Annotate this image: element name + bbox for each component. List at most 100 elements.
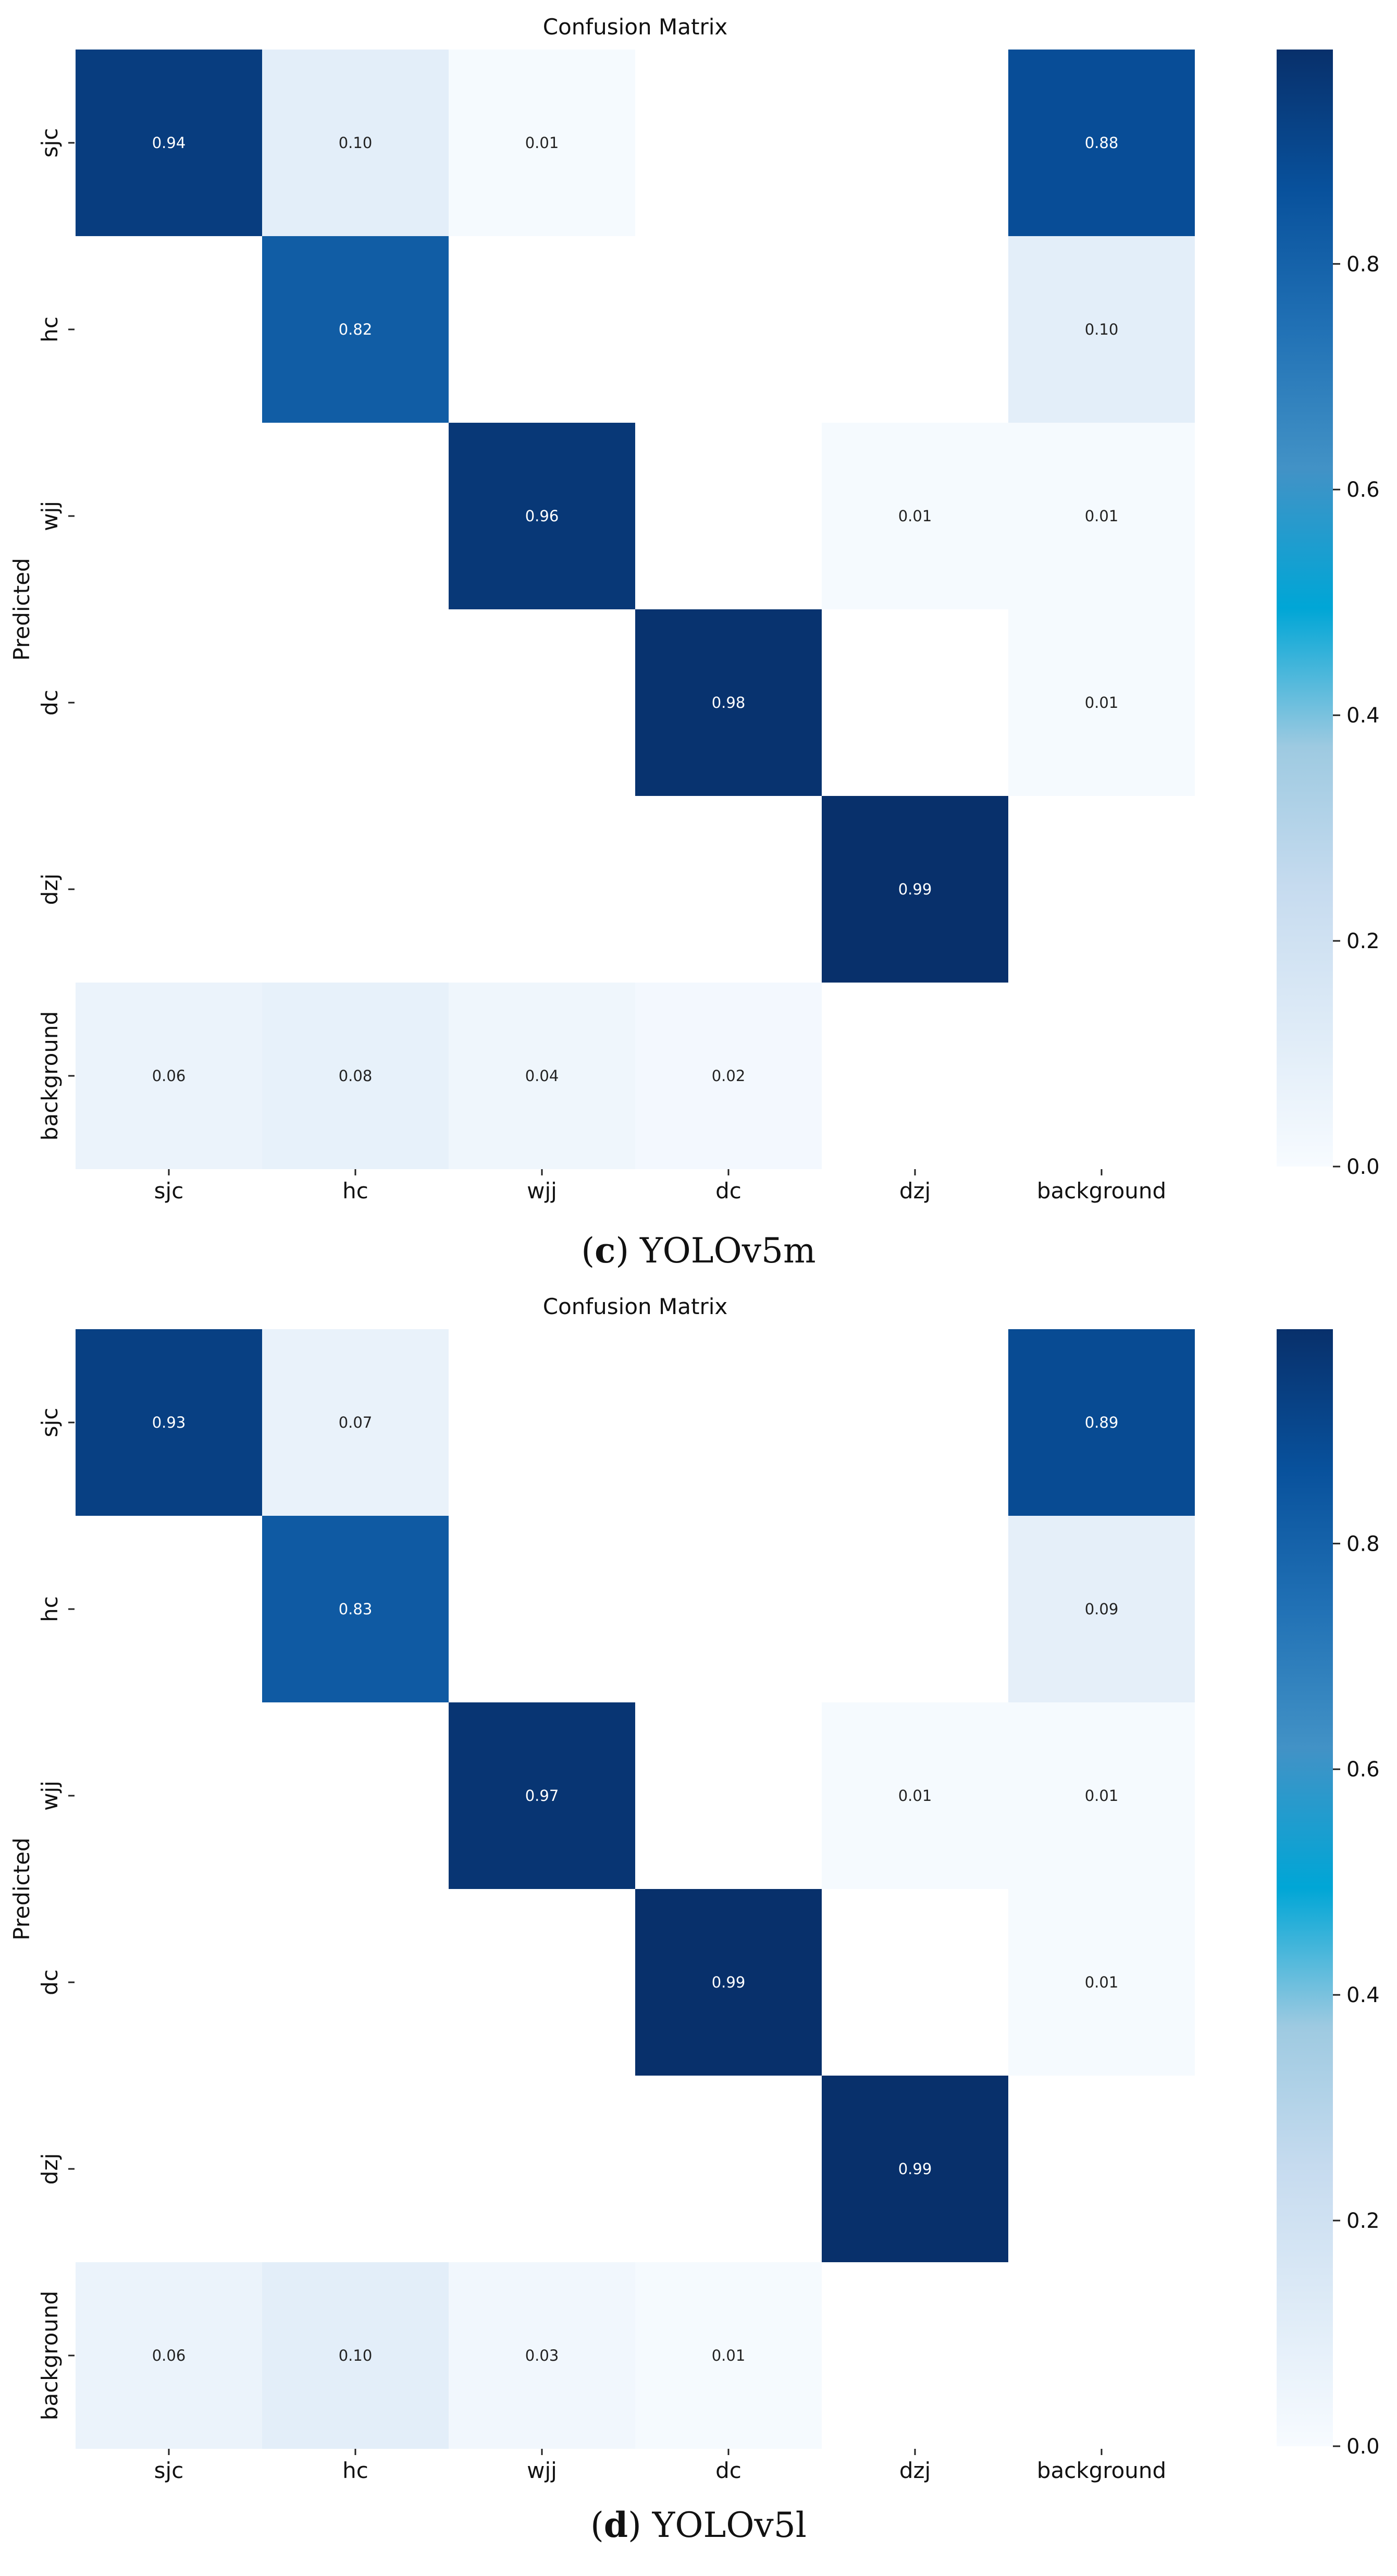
y-axis-label: Predicted	[9, 558, 34, 660]
heatmap-cell-background-wjj	[449, 2262, 635, 2449]
heatmap-cell-dc-dc	[635, 609, 822, 796]
heatmap-cell-dzj-dzj	[822, 796, 1008, 983]
heatmap-cell-sjc-sjc	[76, 50, 262, 236]
cell-value-label: 0.03	[525, 2347, 559, 2364]
cell-value-label: 0.88	[1085, 134, 1119, 152]
y-tick-label-dzj: dzj	[37, 2153, 63, 2185]
heatmap-cell-sjc-background	[1008, 50, 1195, 236]
chart-title: Confusion Matrix	[543, 14, 728, 40]
cell-value-label: 0.97	[525, 1787, 559, 1805]
cell-value-label: 0.98	[712, 694, 746, 712]
caption-text: YOLOv5m	[629, 1231, 816, 1271]
x-tick-label-background: background	[1037, 2458, 1166, 2483]
cell-value-label: 0.09	[1085, 1600, 1119, 1618]
heatmap-cell-hc-hc	[262, 1516, 449, 1702]
colorbar-tick-label: 0.8	[1346, 1532, 1380, 1556]
heatmap-cell-background-wjj	[449, 983, 635, 1169]
heatmap-cell-sjc-wjj	[449, 50, 635, 236]
heatmap-cell-background-dc	[635, 983, 822, 1169]
x-tick-label-hc: hc	[342, 2458, 368, 2483]
cell-value-label: 0.02	[712, 1067, 746, 1085]
x-tick-label-dc: dc	[715, 2458, 741, 2483]
figure-caption-d: (d) YOLOv5l	[590, 2505, 807, 2545]
cell-value-label: 0.01	[898, 507, 932, 525]
x-tick-label-sjc: sjc	[154, 1178, 184, 1204]
colorbar-tick-label: 0.4	[1346, 704, 1380, 728]
heatmap-cell-dc-background	[1008, 609, 1195, 796]
colorbar	[1277, 50, 1333, 1167]
colorbar-tick-label: 0.6	[1346, 1758, 1380, 1782]
heatmap-cell-background-sjc	[76, 2262, 262, 2449]
heatmap-cell-wjj-wjj	[449, 1702, 635, 1889]
cell-value-label: 0.01	[1085, 1787, 1119, 1805]
y-tick-label-dc: dc	[37, 690, 63, 716]
y-tick-label-dzj: dzj	[37, 874, 63, 905]
cell-value-label: 0.10	[1085, 321, 1119, 338]
cell-value-label: 0.07	[339, 1414, 373, 1431]
confusion-matrix-panel-c: Confusion Matrix 0.94 0.10 0.01 0.88 0.82 0.10…	[9, 14, 1380, 1271]
cell-value-label: 0.10	[339, 134, 373, 152]
heatmap-cell-background-hc	[262, 2262, 449, 2449]
cell-value-label: 0.99	[898, 880, 932, 898]
cell-value-label: 0.83	[339, 1600, 373, 1618]
x-tick-label-dc: dc	[715, 1178, 741, 1204]
colorbar-tick-label: 0.6	[1346, 478, 1380, 502]
cell-value-label: 0.01	[1085, 694, 1119, 712]
heatmap-cell-wjj-background	[1008, 423, 1195, 609]
cell-value-label: 0.08	[339, 1067, 373, 1085]
y-tick-label-wjj: wjj	[37, 1781, 63, 1811]
caption-text: YOLOv5l	[641, 2505, 807, 2545]
x-tick-label-dzj: dzj	[899, 1178, 931, 1204]
cell-value-label: 0.06	[152, 2347, 186, 2364]
y-tick-label-hc: hc	[37, 1596, 63, 1622]
cell-value-label: 0.01	[712, 2347, 746, 2364]
heatmap-cell-background-sjc	[76, 983, 262, 1169]
heatmap-cell-background-hc	[262, 983, 449, 1169]
cell-value-label: 0.06	[152, 1067, 186, 1085]
heatmap-cell-sjc-background	[1008, 1329, 1195, 1516]
heatmap-cell-hc-background	[1008, 1516, 1195, 1702]
colorbar-tick-label: 0.4	[1346, 1983, 1380, 2007]
cell-value-label: 0.01	[525, 134, 559, 152]
y-tick-label-background: background	[37, 1011, 63, 1140]
y-tick-label-wjj: wjj	[37, 501, 63, 531]
colorbar-tick-label: 0.0	[1346, 2435, 1380, 2459]
x-tick-label-wjj: wjj	[527, 2458, 557, 2483]
caption-letter: c	[595, 1230, 616, 1271]
y-tick-label-sjc: sjc	[37, 1408, 63, 1438]
x-tick-label-sjc: sjc	[154, 2458, 184, 2483]
colorbar	[1277, 1329, 1333, 2446]
heatmap-cell-dzj-dzj	[822, 2076, 1008, 2262]
cell-value-label: 0.94	[152, 134, 186, 152]
y-tick-label-sjc: sjc	[37, 128, 63, 158]
cell-value-label: 0.82	[339, 321, 373, 338]
confusion-matrix-chart-c: Confusion Matrix 0.94 0.10 0.01 0.88 0.82 0.10…	[9, 14, 1380, 1204]
y-axis-label: Predicted	[9, 1837, 34, 1940]
colorbar-tick-label: 0.2	[1346, 2209, 1380, 2233]
cell-value-label: 0.93	[152, 1414, 186, 1431]
heatmap-cell-dc-background	[1008, 1889, 1195, 2076]
heatmap-cell-wjj-dzj	[822, 1702, 1008, 1889]
y-tick-label-background: background	[37, 2291, 63, 2420]
cell-value-label: 0.04	[525, 1067, 559, 1085]
heatmap-cell-background-dc	[635, 2262, 822, 2449]
figure-caption-c: (c) YOLOv5m	[581, 1230, 816, 1271]
colorbar-tick-label: 0.2	[1346, 929, 1380, 953]
colorbar-tick-label: 0.0	[1346, 1155, 1380, 1179]
colorbar-tick-label: 0.8	[1346, 252, 1380, 276]
x-tick-label-dzj: dzj	[899, 2458, 931, 2483]
cell-value-label: 0.01	[1085, 1973, 1119, 1991]
heatmap-cell-wjj-wjj	[449, 423, 635, 609]
cell-value-label: 0.01	[898, 1787, 932, 1805]
caption-letter: d	[603, 2505, 628, 2545]
heatmap-cell-hc-hc	[262, 236, 449, 423]
confusion-matrix-chart-d: Confusion Matrix 0.93 0.07 0.89 0.83 0.09 0.97…	[9, 1294, 1380, 2483]
cell-value-label: 0.01	[1085, 507, 1119, 525]
heatmap-cell-sjc-hc	[262, 1329, 449, 1516]
x-tick-label-hc: hc	[342, 1178, 368, 1204]
heatmap-cell-sjc-hc	[262, 50, 449, 236]
cell-value-label: 0.96	[525, 507, 559, 525]
x-tick-label-wjj: wjj	[527, 1178, 557, 1204]
heatmap-cell-wjj-background	[1008, 1702, 1195, 1889]
heatmap-cell-dc-dc	[635, 1889, 822, 2076]
